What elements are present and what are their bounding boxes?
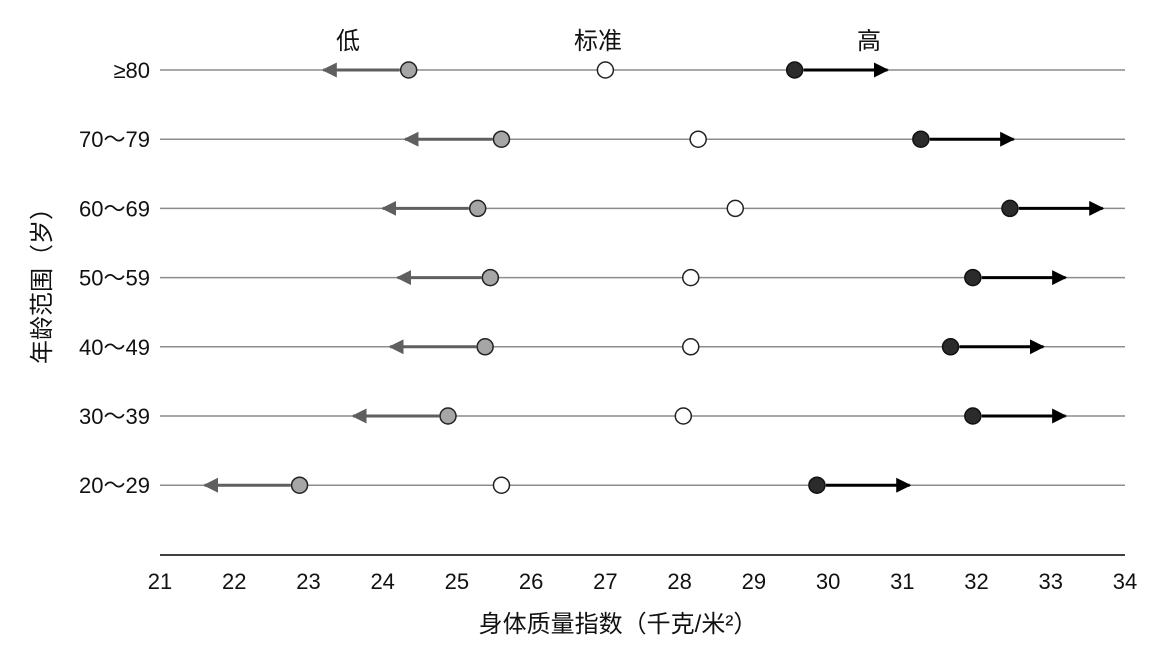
- x-tick-label: 31: [890, 569, 914, 594]
- header-low: 低: [336, 28, 360, 55]
- low-point: [290, 476, 309, 494]
- y-tick-label: 70～79: [79, 127, 150, 152]
- y-tick-label: 20～29: [79, 473, 150, 498]
- high-point: [964, 407, 982, 425]
- x-tick-labels: 21 22 23 24 25 26 27 28 29 30 31 32 33 34: [148, 569, 1137, 594]
- x-tick-label: 23: [296, 569, 320, 594]
- high-point: [941, 338, 960, 356]
- high-point: [1001, 199, 1019, 218]
- x-tick-label: 21: [148, 569, 172, 594]
- y-tick-label: 40～49: [79, 335, 150, 360]
- low-point: [468, 199, 487, 218]
- arrows: [203, 62, 1105, 493]
- low-point: [481, 268, 500, 287]
- low-point: [439, 407, 457, 425]
- x-axis-title: 身体质量指数（千克/米²）: [479, 611, 758, 638]
- x-tick-label: 32: [964, 569, 988, 594]
- low-point: [492, 130, 511, 148]
- standard-point: [682, 338, 700, 356]
- y-axis-title: 年龄范围（岁）: [29, 196, 56, 364]
- x-tick-label: 24: [370, 569, 394, 594]
- standard-point: [674, 407, 693, 425]
- x-tick-label: 25: [445, 569, 469, 594]
- high-point: [808, 476, 826, 494]
- y-tick-label: 50～59: [79, 266, 150, 291]
- gridlines: [160, 69, 1125, 486]
- high-point: [785, 61, 804, 79]
- low-point: [399, 61, 418, 79]
- x-tick-label: 28: [667, 569, 691, 594]
- standard-point: [682, 268, 700, 287]
- x-tick-label: 27: [593, 569, 617, 594]
- x-tick-label: 26: [519, 569, 543, 594]
- x-tick-label: 29: [742, 569, 766, 594]
- data-points: [290, 61, 1019, 494]
- x-tick-label: 33: [1039, 569, 1063, 594]
- x-tick-label: 22: [222, 569, 246, 594]
- standard-point: [596, 61, 615, 79]
- header-standard: 标准: [574, 28, 622, 55]
- high-point: [964, 268, 982, 287]
- x-tick-label: 34: [1113, 569, 1137, 594]
- header-high: 高: [857, 28, 881, 55]
- column-headers: 低 标准 高: [336, 28, 881, 55]
- y-tick-labels: ≥80 70～79 60～69 50～59 40～49 30～39 20～29: [79, 58, 150, 498]
- y-tick-label: ≥80: [113, 58, 150, 83]
- high-point: [912, 130, 930, 148]
- x-tick-label: 30: [816, 569, 840, 594]
- low-point: [476, 338, 494, 356]
- standard-point: [726, 199, 745, 218]
- standard-point: [492, 476, 511, 494]
- y-tick-label: 60～69: [79, 196, 150, 221]
- y-tick-label: 30～39: [79, 404, 150, 429]
- standard-point: [689, 130, 707, 148]
